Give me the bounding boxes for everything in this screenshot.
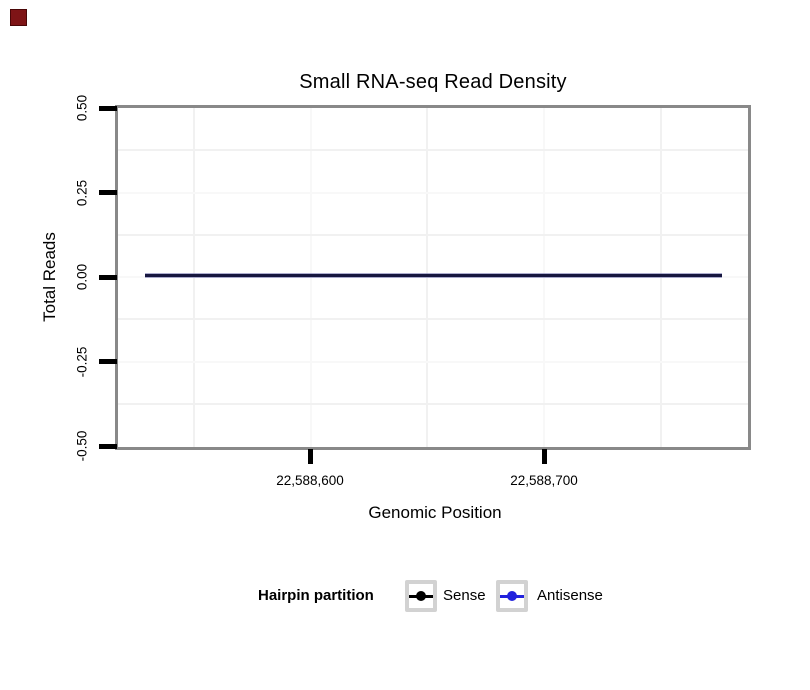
- plot-panel: [115, 105, 751, 450]
- gridline-y-minor: [118, 318, 748, 320]
- read-density-line: [145, 274, 722, 277]
- antisense-point-icon: [507, 591, 517, 601]
- legend-key-sense: [405, 580, 437, 612]
- gridline-y-minor: [118, 234, 748, 236]
- legend-label-antisense: Antisense: [537, 587, 603, 604]
- x-tick: [308, 449, 313, 464]
- gridline-y-major: [118, 276, 748, 278]
- chart-title: Small RNA-seq Read Density: [299, 71, 567, 93]
- legend-title: Hairpin partition: [258, 587, 374, 604]
- x-tick: [542, 449, 547, 464]
- y-tick: [99, 444, 117, 449]
- sense-point-icon: [416, 591, 426, 601]
- red-square-marker: [10, 9, 27, 26]
- legend-label-sense: Sense: [443, 587, 486, 604]
- y-tick: [99, 275, 117, 280]
- y-tick-label: 0.25: [74, 179, 90, 207]
- y-tick-label: 0.50: [74, 94, 90, 122]
- gridline-y-minor: [118, 403, 748, 405]
- y-tick: [99, 190, 117, 195]
- y-tick-label: -0.25: [74, 346, 90, 378]
- legend-key-antisense: [496, 580, 528, 612]
- gridline-y-minor: [118, 149, 748, 151]
- gridline-y-major: [118, 361, 748, 363]
- y-axis-title: Total Reads: [40, 232, 59, 322]
- y-tick: [99, 106, 117, 111]
- x-tick-label: 22,588,700: [510, 473, 578, 488]
- y-tick-label: -0.50: [74, 430, 90, 462]
- x-tick-label: 22,588,600: [276, 473, 344, 488]
- x-axis-title: Genomic Position: [368, 503, 502, 522]
- y-tick: [99, 359, 117, 364]
- y-tick-label: 0.00: [74, 263, 90, 291]
- gridline-y-major: [118, 192, 748, 194]
